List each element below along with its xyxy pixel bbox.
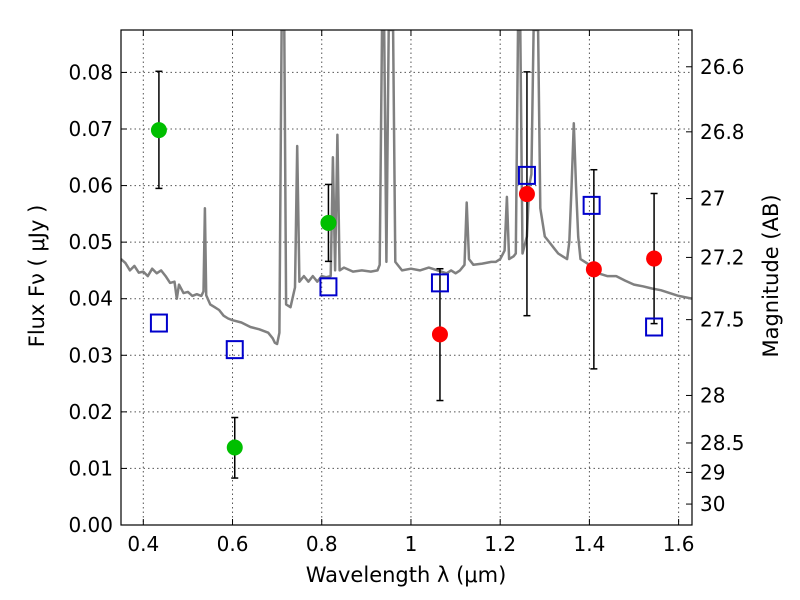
x-tick-label: 0.4	[127, 532, 159, 556]
y-tick-label: 0.08	[68, 60, 113, 84]
y2-tick-label: 29	[700, 460, 725, 484]
spectrum-line	[121, 30, 692, 346]
model-marker	[319, 277, 338, 297]
y2-tick-label: 30	[700, 492, 725, 516]
y2-tick-label: 27.2	[700, 245, 745, 269]
y-axis-title: Flux Fν ( μJy )	[25, 205, 49, 348]
data-point	[226, 439, 243, 456]
data-point	[320, 214, 337, 231]
y2-tick-label: 26.8	[700, 120, 745, 144]
x-tick-label: 1	[405, 532, 418, 556]
y-tick-label: 0.06	[68, 174, 113, 198]
y-tick-label: 0.00	[68, 513, 113, 537]
y2-tick-label: 26.6	[700, 55, 745, 79]
x-tick-label: 0.8	[306, 532, 338, 556]
data-point	[431, 326, 448, 343]
x-tick-label: 1.6	[663, 532, 695, 556]
x-tick-label: 0.6	[217, 532, 249, 556]
y2-tick-label: 27	[700, 187, 725, 211]
model-marker	[430, 273, 449, 293]
y2-tick-label: 27.5	[700, 308, 745, 332]
y2-axis-title: Magnitude (AB)	[759, 194, 783, 357]
data-point	[518, 186, 535, 203]
data-point	[150, 122, 167, 139]
y-tick-label: 0.07	[68, 117, 113, 141]
model-marker	[582, 195, 601, 215]
y-tick-label: 0.05	[68, 230, 113, 254]
axis-ticks: 0.4 0.6 0.8 1 1.2 1.4 1.6 0.00 0.01 0.02 0.03 0.04 0…	[68, 30, 745, 556]
model-marker	[645, 317, 664, 337]
data-point	[646, 250, 663, 267]
y-tick-label: 0.01	[68, 456, 113, 480]
plot-frame	[120, 29, 693, 526]
y-tick-label: 0.03	[68, 343, 113, 367]
data-points	[149, 70, 664, 479]
x-tick-label: 1.2	[484, 532, 516, 556]
y2-tick-label: 28.5	[700, 431, 745, 455]
model-marker	[517, 165, 536, 185]
x-tick-label: 1.4	[573, 532, 605, 556]
model-marker	[225, 340, 244, 360]
spectrum	[121, 30, 692, 346]
y-tick-label: 0.04	[68, 287, 113, 311]
grid-lines	[121, 30, 692, 526]
y-tick-label: 0.02	[68, 400, 113, 424]
model-marker	[149, 313, 168, 333]
y2-tick-label: 28	[700, 383, 725, 407]
data-point	[585, 261, 602, 278]
x-axis-title: Wavelength λ (μm)	[306, 563, 507, 587]
